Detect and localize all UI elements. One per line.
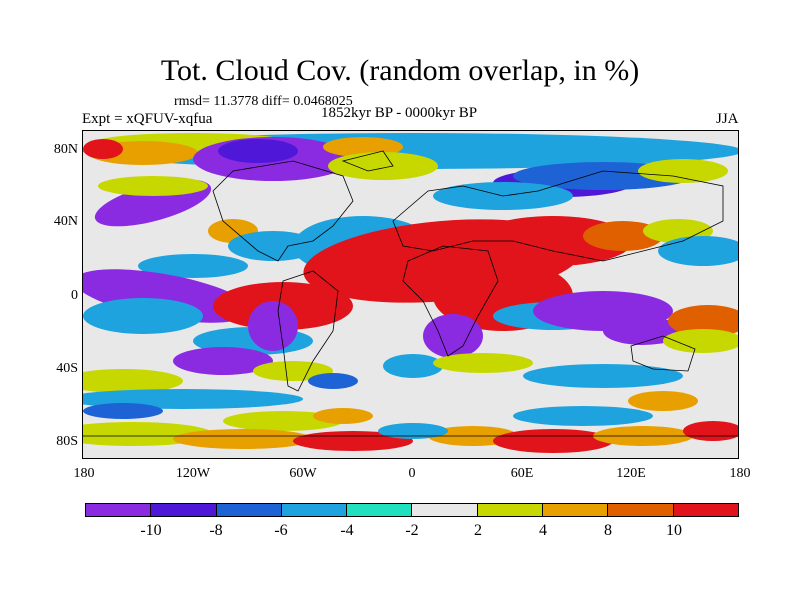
anomaly-region xyxy=(603,317,683,345)
anomaly-region xyxy=(493,429,613,453)
y-tick-label: 0 xyxy=(71,288,78,303)
colorbar-label: 10 xyxy=(666,522,682,539)
anomaly-region xyxy=(328,152,438,180)
anomaly-region xyxy=(378,423,448,439)
colorbar-label: -10 xyxy=(140,522,162,539)
anomaly-region xyxy=(433,353,533,373)
colorbar-box xyxy=(673,504,738,516)
colorbar-label: 4 xyxy=(539,522,547,539)
anomaly-region xyxy=(138,254,248,278)
colorbar-label: -8 xyxy=(209,522,223,539)
anomaly-region xyxy=(83,269,252,323)
anomaly-region xyxy=(98,176,208,196)
colorbar-box xyxy=(477,504,544,516)
anomaly-region xyxy=(83,298,203,334)
anomaly-region xyxy=(383,354,443,378)
map-title: Tot. Cloud Cov. (random overlap, in %) xyxy=(160,54,640,87)
colorbar-box xyxy=(216,504,282,516)
colorbar-label: 8 xyxy=(604,522,612,539)
colorbar-box xyxy=(281,504,348,516)
anomaly-region xyxy=(248,301,298,351)
y-tick-label: 40S xyxy=(56,361,78,376)
anomaly-region xyxy=(83,369,183,393)
anomaly-region xyxy=(173,347,273,375)
stats-text: rmsd= 11.3778 diff= 0.0468025 xyxy=(174,94,353,109)
anomaly-region xyxy=(83,403,163,419)
season-label: JJA xyxy=(716,111,739,127)
coastline xyxy=(212,160,354,262)
colorbar-box xyxy=(608,504,674,516)
x-tick-label: 180 xyxy=(729,466,751,481)
anomaly-region xyxy=(628,391,698,411)
anomaly-region xyxy=(313,408,373,424)
colorbar-label: 2 xyxy=(474,522,482,539)
x-tick-label: 180 xyxy=(73,466,95,481)
y-tick-label: 40N xyxy=(53,214,78,229)
anomaly-region xyxy=(668,305,738,337)
anomaly-region xyxy=(523,364,683,388)
x-tick-label: 60W xyxy=(289,466,317,481)
anomaly-region xyxy=(658,236,738,266)
cloud-cover-map xyxy=(83,131,738,458)
colorbar-box xyxy=(412,504,478,516)
anomaly-region xyxy=(638,159,728,183)
x-tick-label: 0 xyxy=(408,466,416,481)
x-tick-label: 60E xyxy=(510,466,534,481)
anomaly-region xyxy=(218,139,298,163)
map-panel xyxy=(82,130,739,459)
colorbar-box xyxy=(543,504,609,516)
colorbar-box xyxy=(347,504,413,516)
anomaly-region xyxy=(513,406,653,426)
y-tick-label: 80N xyxy=(53,142,78,157)
colorbar-label: -2 xyxy=(405,522,419,539)
y-tick-label: 80S xyxy=(56,434,78,449)
experiment-label: Expt = xQFUV-xqfua xyxy=(82,111,213,127)
coastline xyxy=(402,245,499,357)
anomaly-region xyxy=(423,314,483,358)
colorbar xyxy=(85,503,739,517)
anomaly-region xyxy=(663,329,738,353)
anomaly-region xyxy=(173,429,313,449)
anomaly-region xyxy=(253,361,333,381)
coastline xyxy=(392,170,724,262)
period-label: 1852kyr BP - 0000kyr BP xyxy=(321,105,478,121)
anomaly-region xyxy=(83,139,123,159)
colorbar-label: -4 xyxy=(340,522,354,539)
colorbar-box xyxy=(151,504,217,516)
colorbar-label: -6 xyxy=(274,522,288,539)
colorbar-box xyxy=(86,504,152,516)
coastline xyxy=(277,270,339,392)
x-tick-label: 120W xyxy=(175,466,211,481)
coastline xyxy=(630,335,696,372)
x-tick-label: 120E xyxy=(616,466,646,481)
anomaly-region xyxy=(308,373,358,389)
anomaly-region xyxy=(583,221,663,251)
coastline xyxy=(341,150,394,172)
